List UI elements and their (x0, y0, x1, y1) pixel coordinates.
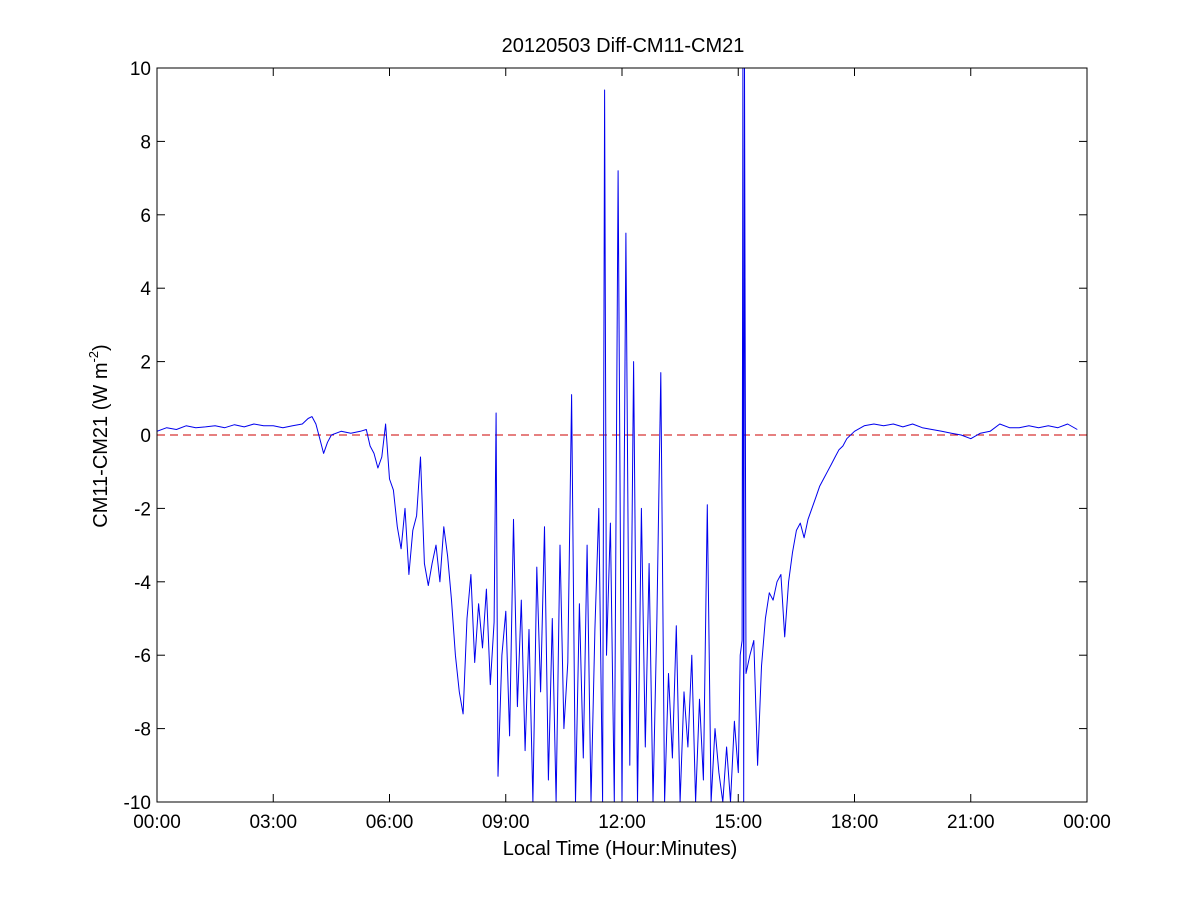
y-tick-label: -8 (134, 720, 151, 741)
y-tick-label: 10 (130, 59, 151, 80)
y-tick-label: 4 (140, 279, 151, 300)
y-axis-label: CM11-CM21 (W m-2) (86, 344, 112, 527)
y-tick-label: -2 (134, 499, 151, 520)
x-tick-label: 09:00 (482, 812, 530, 833)
x-tick-label: 00:00 (133, 812, 181, 833)
series-line (157, 68, 1078, 802)
y-tick-label: -6 (134, 646, 151, 667)
x-tick-label: 06:00 (366, 812, 414, 833)
x-tick-label: 21:00 (947, 812, 995, 833)
x-tick-label: 15:00 (714, 812, 762, 833)
plot-area (157, 68, 1078, 802)
y-axis-label-main: CM11-CM21 (W m (90, 363, 112, 528)
y-tick-label: -4 (134, 573, 151, 594)
y-tick-label: 2 (140, 353, 151, 374)
y-tick-label: 8 (140, 132, 151, 153)
y-tick-label: 6 (140, 206, 151, 227)
x-tick-label: 03:00 (249, 812, 297, 833)
y-axis-label-superscript: -2 (86, 351, 101, 363)
axes-frame (156, 67, 1088, 803)
chart-title: 20120503 Diff-CM11-CM21 (502, 35, 745, 57)
y-tick-label: -10 (124, 793, 151, 814)
y-axis-label-close: ) (90, 344, 112, 351)
x-axis-ticks: 00:00 03:00 06:00 09:00 12:00 15:00 18:00 21:00… (133, 68, 1111, 833)
x-tick-label: 12:00 (598, 812, 646, 833)
x-tick-label: 18:00 (831, 812, 879, 833)
x-tick-label: 00:00 (1063, 812, 1111, 833)
x-axis-label: Local Time (Hour:Minutes) (503, 838, 738, 860)
y-tick-label: 0 (140, 426, 151, 447)
y-axis-ticks: 10 8 6 4 2 0 -2 -4 -6 -8 -10 (124, 59, 1087, 814)
